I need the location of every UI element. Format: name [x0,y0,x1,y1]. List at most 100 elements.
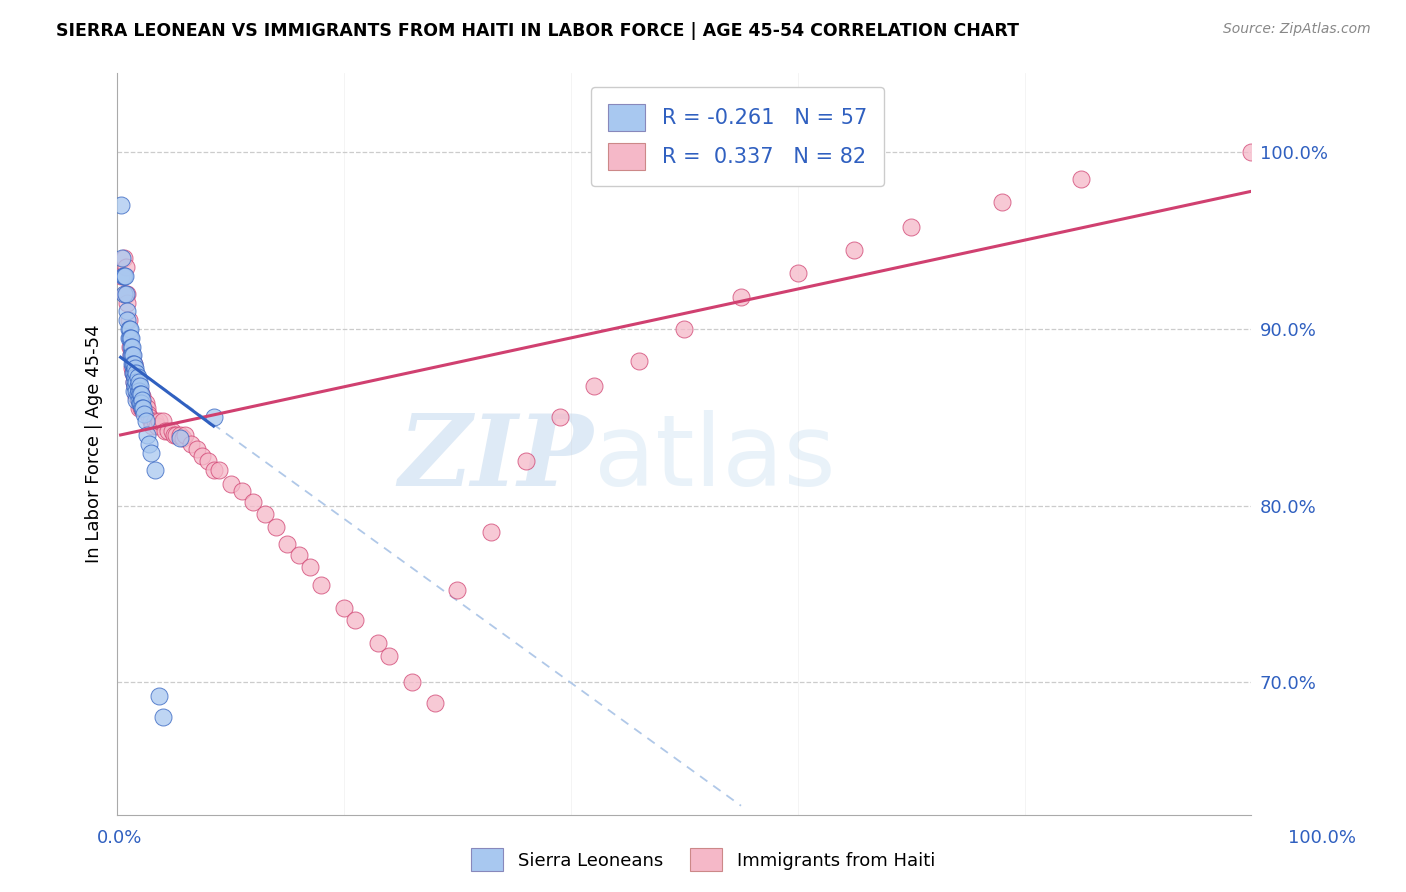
Text: 0.0%: 0.0% [97,830,142,847]
Point [114,268,136,283]
Point [141,419,163,434]
Point [135,428,157,442]
Point [124,360,146,375]
Point [131,389,153,403]
Point [202,463,225,477]
Point [169,432,191,446]
Point [117,304,139,318]
Point [125,366,148,380]
Point [128,401,150,416]
Point [122,357,145,371]
Point [298,560,321,574]
Point [135,401,157,416]
Point [152,414,174,428]
Point [242,495,264,509]
Point [1070,172,1092,186]
Point [208,463,231,477]
Point [121,349,143,363]
Point [117,322,139,336]
Point [122,375,145,389]
Point [122,384,145,398]
Point [122,366,145,380]
Point [128,387,150,401]
Point [128,389,150,403]
Text: 100.0%: 100.0% [1288,830,1355,847]
Point [122,349,145,363]
Text: Source: ZipAtlas.com: Source: ZipAtlas.com [1223,22,1371,37]
Text: atlas: atlas [593,410,835,507]
Point [129,389,152,403]
Point [138,436,160,450]
Point [673,322,696,336]
Point [128,396,150,410]
Point [141,445,163,459]
Point [146,419,169,434]
Legend: R = -0.261   N = 57, R =  0.337   N = 82: R = -0.261 N = 57, R = 0.337 N = 82 [591,87,884,186]
Point [367,636,389,650]
Point [128,384,150,398]
Text: SIERRA LEONEAN VS IMMIGRANTS FROM HAITI IN LABOR FORCE | AGE 45-54 CORRELATION C: SIERRA LEONEAN VS IMMIGRANTS FROM HAITI … [56,22,1019,40]
Point [122,375,145,389]
Point [197,454,219,468]
Point [163,428,186,442]
Point [135,396,157,410]
Point [143,463,166,477]
Point [135,414,157,428]
Point [120,349,142,363]
Point [128,396,150,410]
Point [127,378,149,392]
Point [169,428,191,442]
Point [124,366,146,380]
Point [481,524,503,539]
Point [118,331,141,345]
Point [287,548,309,562]
Point [121,360,143,375]
Point [174,428,197,442]
Point [120,331,142,345]
Point [110,198,132,212]
Point [172,432,194,446]
Point [160,425,183,439]
Point [730,290,752,304]
Point [311,578,333,592]
Point [111,252,134,266]
Point [114,286,136,301]
Point [117,313,139,327]
Point [423,696,446,710]
Point [112,252,135,266]
Point [786,265,808,279]
Point [121,340,143,354]
Point [138,410,160,425]
Point [991,194,1014,209]
Y-axis label: In Labor Force | Age 45-54: In Labor Force | Age 45-54 [86,325,103,563]
Point [401,675,423,690]
Point [125,384,148,398]
Point [118,340,141,354]
Legend: Sierra Leoneans, Immigrants from Haiti: Sierra Leoneans, Immigrants from Haiti [464,841,942,879]
Point [128,384,150,398]
Point [627,353,650,368]
Point [122,366,145,380]
Point [125,371,148,385]
Point [141,414,163,428]
Point [115,260,138,275]
Point [117,313,139,327]
Point [131,401,153,416]
Point [121,349,143,363]
Point [128,392,150,407]
Point [900,219,922,234]
Point [186,442,208,456]
Point [134,407,156,421]
Point [115,286,138,301]
Point [111,268,134,283]
Point [446,583,468,598]
Point [344,613,367,627]
Point [110,268,132,283]
Point [128,378,150,392]
Point [378,648,401,663]
Point [582,378,605,392]
Point [117,331,139,345]
Point [117,295,139,310]
Point [231,484,253,499]
Point [122,357,145,371]
